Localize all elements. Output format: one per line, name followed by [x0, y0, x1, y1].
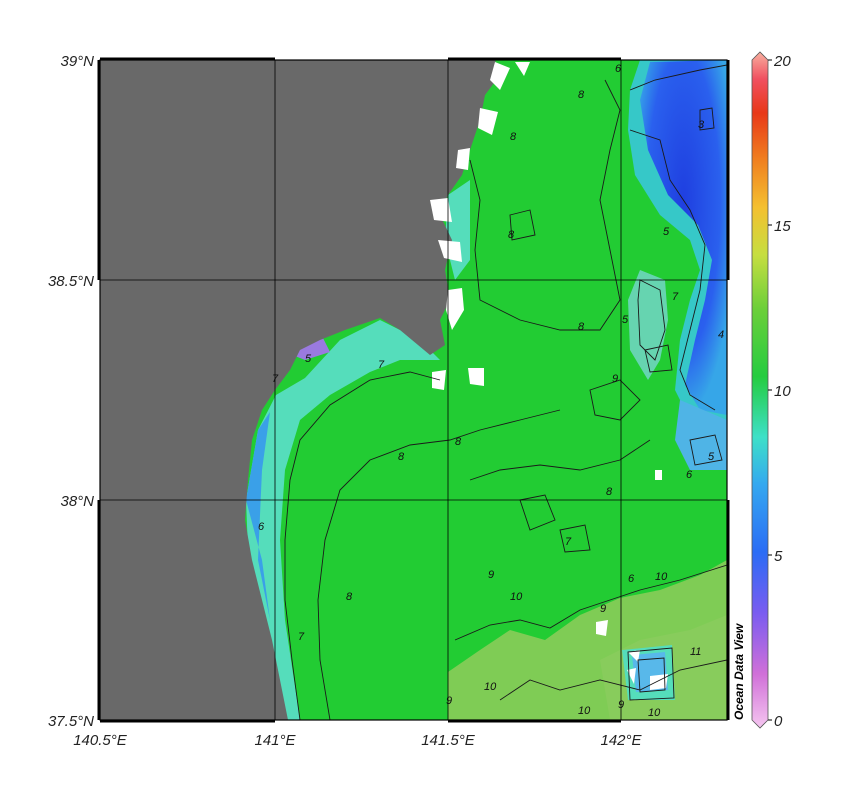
lat-tick-label: 39°N — [60, 53, 94, 70]
contour-label: 6 — [258, 521, 265, 533]
lon-tick-label: 141.5°E — [421, 732, 476, 749]
colorbar: 20 15 10 5 0 — [751, 51, 791, 730]
lon-tick-label: 140.5°E — [73, 732, 128, 749]
latitude-labels: 39°N 38.5°N 38°N 37.5°N — [48, 53, 94, 730]
contour-label: 5 — [708, 451, 715, 463]
colorbar-tick-label: 20 — [773, 53, 791, 70]
contour-label: 9 — [612, 373, 618, 385]
contour-label: 5 — [663, 226, 670, 238]
contour-label: 5 — [622, 314, 629, 326]
colorbar-tick-label: 0 — [774, 713, 783, 730]
contour-labels: 8 8 8 8 8 8 8 8 7 7 7 7 7 6 6 6 5 5 5 5 … — [258, 63, 724, 719]
lat-tick-label: 38°N — [60, 493, 94, 510]
longitude-labels: 140.5°E 141°E 141.5°E 142°E — [73, 732, 642, 749]
map-plot-area: 8 8 8 8 8 8 8 8 7 7 7 7 7 6 6 6 5 5 5 5 … — [100, 60, 727, 720]
contour-label: 5 — [305, 353, 312, 365]
contour-label: 10 — [655, 571, 668, 583]
lon-tick-label: 141°E — [254, 732, 296, 749]
colorbar-tick-label: 10 — [774, 383, 791, 400]
lat-tick-label: 37.5°N — [48, 713, 94, 730]
contour-label: 9 — [488, 569, 494, 581]
colorbar-ramp — [751, 51, 769, 729]
lat-tick-label: 38.5°N — [48, 273, 94, 290]
contour-label: 6 — [686, 469, 693, 481]
graticule — [100, 60, 727, 720]
contour-label: 4 — [718, 329, 724, 341]
frame-ticks — [97, 57, 730, 723]
contour-label: 10 — [648, 707, 661, 719]
ocean-data-view-watermark: Ocean Data View — [732, 623, 746, 720]
contour-label: 7 — [378, 359, 385, 371]
contour-label: 3 — [698, 119, 705, 131]
contour-label: 7 — [298, 631, 305, 643]
contour-label: 6 — [615, 63, 622, 75]
contour-label: 8 — [346, 591, 353, 603]
map-frame — [99, 59, 728, 721]
contour-label: 8 — [508, 229, 515, 241]
contour-label: 6 — [628, 573, 635, 585]
colorbar-tick-label: 15 — [774, 218, 791, 235]
contour-lines — [284, 64, 727, 720]
contour-label: 8 — [606, 486, 613, 498]
lon-tick-label: 142°E — [600, 732, 642, 749]
no-data-patches — [430, 62, 668, 690]
contour-label: 7 — [565, 536, 572, 548]
contour-label: 8 — [578, 321, 585, 333]
contour-label: 10 — [578, 705, 591, 717]
contour-label: 9 — [446, 695, 452, 707]
contour-label: 8 — [398, 451, 405, 463]
colorbar-tick-label: 5 — [774, 548, 783, 565]
contour-label: 10 — [484, 681, 497, 693]
land-mass — [100, 60, 500, 720]
coastal-cool-band — [245, 320, 440, 720]
contour-label: 7 — [672, 291, 679, 303]
contour-label: 9 — [600, 603, 606, 615]
contour-label: 8 — [455, 436, 462, 448]
contour-label: 11 — [690, 646, 701, 658]
contour-label: 8 — [578, 89, 585, 101]
contour-label: 10 — [510, 591, 523, 603]
contour-label: 7 — [272, 373, 279, 385]
contour-label: 8 — [510, 131, 517, 143]
